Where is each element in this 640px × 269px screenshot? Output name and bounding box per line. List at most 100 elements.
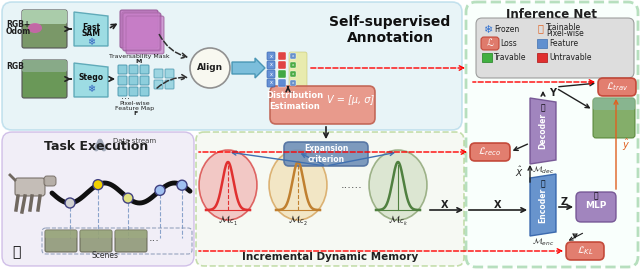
Text: x: x: [269, 80, 273, 86]
Text: Self-supervised
Annotation: Self-supervised Annotation: [330, 15, 451, 45]
Text: $\mathcal{M}_{c_k}$: $\mathcal{M}_{c_k}$: [388, 214, 408, 228]
FancyBboxPatch shape: [115, 230, 147, 238]
FancyBboxPatch shape: [154, 80, 163, 89]
Text: $\mathcal{M}_{c_1}$: $\mathcal{M}_{c_1}$: [218, 214, 238, 228]
Polygon shape: [74, 12, 108, 46]
FancyBboxPatch shape: [481, 37, 499, 50]
Text: Untravable: Untravable: [549, 53, 591, 62]
Text: V = [μ, σ]: V = [μ, σ]: [328, 95, 374, 105]
Circle shape: [177, 180, 187, 190]
Text: x: x: [292, 72, 294, 76]
Text: RGB: RGB: [6, 62, 24, 71]
Text: M: M: [136, 59, 142, 64]
FancyBboxPatch shape: [290, 62, 296, 68]
FancyBboxPatch shape: [2, 132, 194, 266]
FancyBboxPatch shape: [129, 65, 138, 74]
FancyBboxPatch shape: [140, 87, 149, 96]
Text: Z: Z: [561, 197, 568, 207]
Text: ...: ...: [268, 89, 275, 95]
FancyBboxPatch shape: [22, 10, 67, 24]
Polygon shape: [530, 98, 556, 164]
Circle shape: [65, 198, 75, 208]
Text: $\mathcal{L}_{trav}$: $\mathcal{L}_{trav}$: [605, 81, 628, 93]
FancyBboxPatch shape: [466, 2, 638, 267]
FancyBboxPatch shape: [80, 230, 112, 252]
FancyBboxPatch shape: [140, 76, 149, 85]
Text: $\mathcal{M}_{enc}$: $\mathcal{M}_{enc}$: [532, 236, 554, 248]
Text: 🔥: 🔥: [541, 104, 545, 112]
Text: Frozen: Frozen: [494, 26, 519, 34]
FancyBboxPatch shape: [267, 70, 275, 78]
FancyBboxPatch shape: [598, 78, 636, 96]
Text: Align: Align: [197, 63, 223, 73]
Text: Odom: Odom: [6, 27, 31, 36]
Text: Inference Net: Inference Net: [506, 8, 598, 21]
FancyBboxPatch shape: [80, 230, 112, 238]
FancyBboxPatch shape: [120, 10, 158, 48]
FancyBboxPatch shape: [576, 192, 616, 222]
Text: X: X: [494, 200, 502, 210]
FancyBboxPatch shape: [123, 13, 161, 51]
Text: $\hat{y}$: $\hat{y}$: [622, 137, 630, 153]
FancyBboxPatch shape: [118, 76, 127, 85]
Text: Incremental Dynamic Memory: Incremental Dynamic Memory: [242, 252, 418, 262]
Text: RGB+: RGB+: [6, 20, 30, 29]
Text: Distribution
Estimation: Distribution Estimation: [266, 91, 324, 111]
Text: Feature: Feature: [549, 39, 578, 48]
Text: Pixel-wise: Pixel-wise: [120, 101, 150, 106]
FancyBboxPatch shape: [593, 98, 635, 110]
Text: Travable: Travable: [494, 53, 527, 62]
FancyBboxPatch shape: [290, 53, 296, 59]
Text: 🎮: 🎮: [12, 245, 20, 259]
FancyBboxPatch shape: [284, 142, 368, 166]
FancyBboxPatch shape: [22, 10, 67, 48]
Text: Decoder: Decoder: [538, 113, 547, 149]
Text: $\mathcal{L}_{reco}$: $\mathcal{L}_{reco}$: [478, 146, 502, 158]
FancyBboxPatch shape: [566, 242, 604, 260]
FancyBboxPatch shape: [165, 80, 174, 89]
FancyBboxPatch shape: [290, 71, 296, 77]
Text: Traversability Mask: Traversability Mask: [109, 54, 170, 59]
FancyBboxPatch shape: [118, 87, 127, 96]
Text: ...: ...: [120, 91, 129, 101]
Text: $\hat{X}$: $\hat{X}$: [515, 165, 524, 179]
FancyBboxPatch shape: [476, 18, 634, 78]
Text: 🔥: 🔥: [537, 23, 543, 33]
Text: ❄: ❄: [87, 37, 95, 47]
Text: Y: Y: [549, 88, 556, 98]
FancyBboxPatch shape: [44, 176, 56, 186]
Text: MLP: MLP: [586, 200, 607, 210]
FancyBboxPatch shape: [196, 132, 464, 266]
FancyBboxPatch shape: [154, 69, 163, 78]
Circle shape: [93, 180, 103, 190]
FancyBboxPatch shape: [122, 12, 160, 50]
Text: Encoder: Encoder: [538, 187, 547, 223]
FancyBboxPatch shape: [278, 61, 286, 69]
FancyBboxPatch shape: [126, 16, 164, 54]
Text: Expansion
criterion: Expansion criterion: [304, 144, 348, 164]
Text: Loss: Loss: [500, 39, 516, 48]
Polygon shape: [74, 63, 108, 97]
Text: x: x: [292, 81, 294, 85]
FancyBboxPatch shape: [289, 52, 307, 90]
FancyBboxPatch shape: [278, 79, 286, 87]
FancyBboxPatch shape: [129, 76, 138, 85]
FancyBboxPatch shape: [118, 65, 127, 74]
Text: x: x: [292, 54, 294, 58]
Text: $\mathcal{L}_{KL}$: $\mathcal{L}_{KL}$: [577, 245, 593, 257]
Text: ❄: ❄: [483, 25, 493, 35]
FancyBboxPatch shape: [45, 230, 77, 238]
FancyBboxPatch shape: [22, 60, 67, 98]
FancyBboxPatch shape: [470, 143, 510, 161]
Text: x: x: [292, 63, 294, 67]
Text: x: x: [269, 72, 273, 76]
FancyBboxPatch shape: [290, 80, 296, 86]
Text: X: X: [441, 200, 449, 210]
FancyBboxPatch shape: [129, 87, 138, 96]
FancyBboxPatch shape: [115, 230, 147, 252]
Circle shape: [190, 48, 230, 88]
Ellipse shape: [28, 23, 42, 33]
FancyBboxPatch shape: [267, 79, 275, 87]
Circle shape: [123, 193, 133, 203]
Text: x: x: [269, 62, 273, 68]
